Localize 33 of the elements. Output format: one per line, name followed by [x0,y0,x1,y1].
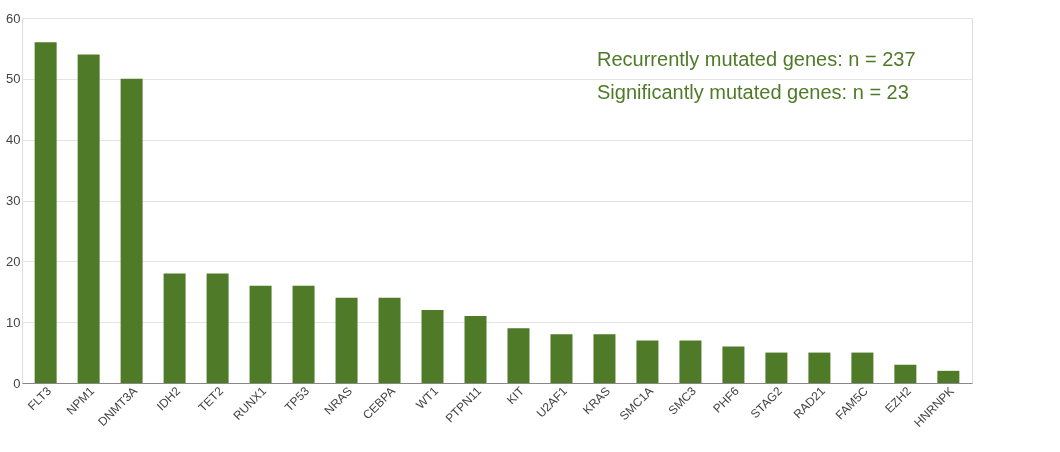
bar [679,340,702,383]
bar [120,78,143,383]
x-tick-label: KIT [503,383,528,408]
bar [593,334,616,383]
y-tick-label: 60 [6,10,21,26]
bar [34,42,57,383]
bar [206,273,229,383]
y-tick-label: 30 [6,193,21,208]
bar [292,285,315,383]
bar [464,316,487,383]
y-tick-label: 0 [13,375,21,391]
bar [636,340,659,383]
bar [507,328,530,383]
annotation: Recurrently mutated genes: n = 237 [597,48,916,70]
bar [77,54,100,383]
y-tick-label: 40 [6,132,21,148]
bar [249,285,272,383]
bar [894,364,917,383]
y-tick-label: 20 [6,253,21,269]
y-tick-label: 10 [6,314,21,330]
bar [722,346,745,383]
bar [851,352,874,383]
x-tick-label: WT1 [413,383,442,412]
bar [550,334,573,383]
bar [937,370,960,383]
bar [421,310,444,383]
y-tick-label: 50 [6,71,21,87]
bar [808,352,831,383]
bar [335,297,358,383]
annotation: Significantly mutated genes: n = 23 [597,81,909,103]
bar [163,273,186,383]
bar [765,352,788,383]
bar [378,297,401,383]
